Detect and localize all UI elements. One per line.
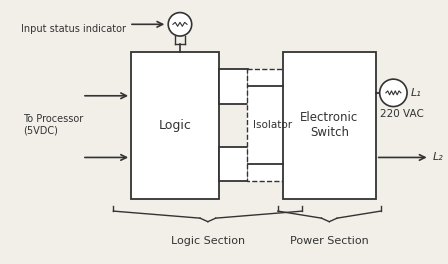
Bar [246,69,299,181]
Text: Isolator: Isolator [254,120,293,130]
Circle shape [379,79,407,107]
Text: 220 VAC: 220 VAC [379,109,423,119]
Circle shape [168,13,192,36]
Text: L₁: L₁ [411,88,422,98]
Text: Logic: Logic [159,119,191,132]
Text: To Processor
(5VDC): To Processor (5VDC) [23,114,84,136]
Text: Logic Section: Logic Section [171,236,245,246]
Text: L₂: L₂ [432,152,443,162]
Text: Power Section: Power Section [290,236,369,246]
Bar [131,52,219,199]
Bar [219,69,249,103]
Text: Electronic
Switch: Electronic Switch [300,111,358,139]
Text: Input status indicator: Input status indicator [22,24,126,34]
Bar [219,147,249,181]
Bar [283,52,376,199]
